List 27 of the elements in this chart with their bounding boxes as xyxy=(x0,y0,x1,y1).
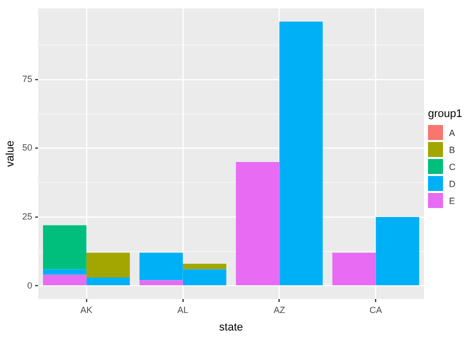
x-tick-label: AL xyxy=(177,304,188,315)
bar xyxy=(86,252,130,278)
y-tick-label: 75 xyxy=(22,74,32,84)
legend-title: group1 xyxy=(428,108,462,120)
bar xyxy=(43,225,86,270)
y-tick-label: 50 xyxy=(22,142,32,153)
bar xyxy=(376,216,420,286)
bar xyxy=(332,252,376,286)
bar xyxy=(86,278,130,286)
bar xyxy=(139,280,183,286)
bar xyxy=(43,274,86,286)
bar xyxy=(279,22,323,286)
x-tick-label: AK xyxy=(80,304,92,315)
legend-label: E xyxy=(449,196,456,206)
y-axis-title: value xyxy=(4,140,17,167)
legend-label: C xyxy=(449,162,456,172)
bar xyxy=(236,162,280,286)
x-axis-title: state xyxy=(219,321,244,334)
y-tick-label: 25 xyxy=(22,211,32,222)
x-tick-label: AZ xyxy=(274,304,286,315)
bar xyxy=(43,269,86,275)
y-tick-label: 0 xyxy=(27,280,32,290)
legend-label: B xyxy=(449,144,456,154)
legend-label: D xyxy=(449,178,456,188)
bar xyxy=(182,264,226,270)
x-tick-label: CA xyxy=(370,304,382,315)
legend-label: A xyxy=(449,128,456,138)
